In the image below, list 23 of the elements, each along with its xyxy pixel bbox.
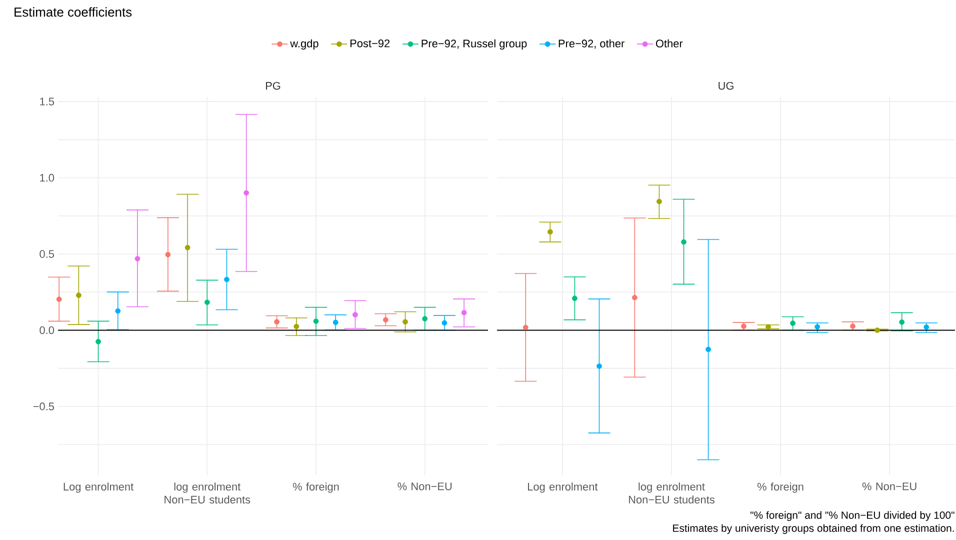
legend-label: Post−92 (350, 40, 390, 48)
y-tick-label: 0.0 (40, 326, 54, 334)
y-tick-label: 0.5 (40, 250, 54, 258)
chart-subtitle: UG (718, 82, 734, 90)
x-tick-label: % foreign (292, 482, 339, 493)
chart-title: Estimate coefficients (14, 7, 132, 17)
x-tick-label: log enrolment Non−EU students (164, 482, 250, 504)
legend-label: w.gdp (290, 39, 318, 50)
x-tick-label: Log enrolment (64, 482, 134, 493)
y-tick-label: 1.5 (40, 98, 54, 106)
x-tick-label: Log enrolment (528, 482, 598, 493)
legend-label: Other (656, 39, 683, 48)
x-tick-label: log enrolment Non−EU students (628, 482, 714, 504)
text: Estimates by univeristy groups obtained from one estimation. (673, 524, 954, 534)
legend-label: Pre−92, Russel group (422, 39, 527, 50)
legend-label: Pre−92, other (558, 39, 624, 49)
x-tick-label: % Non−EU (398, 482, 452, 490)
x-tick-label: % Non−EU (862, 482, 916, 490)
x-tick-label: % foreign (757, 482, 804, 493)
text: "% foreign" and "% Non−EU divided by 100" (750, 511, 954, 521)
chart-subtitle: PG (266, 82, 280, 90)
y-tick-label: −0.5 (33, 402, 54, 410)
y-tick-label: 1.0 (40, 174, 54, 182)
